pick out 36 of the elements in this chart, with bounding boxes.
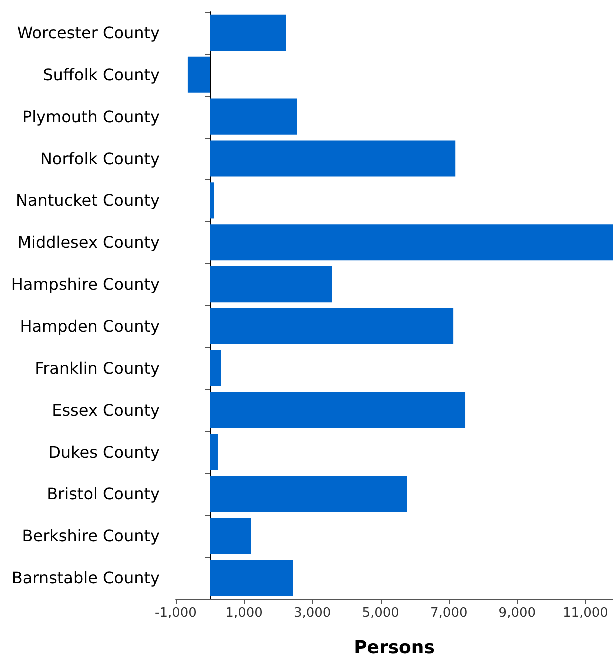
bar xyxy=(210,140,456,177)
x-axis-title: Persons xyxy=(354,638,435,658)
y-tick-label: Essex County xyxy=(52,400,160,420)
bar xyxy=(210,518,252,554)
y-tick-label: Nantucket County xyxy=(16,191,160,210)
bar xyxy=(210,266,332,303)
bar xyxy=(210,182,214,219)
x-tick-label: 1,000 xyxy=(226,606,263,621)
y-tick-label: Dukes County xyxy=(48,442,160,462)
y-tick-label: Plymouth County xyxy=(22,107,160,126)
bar xyxy=(210,308,454,344)
bar xyxy=(210,434,218,470)
y-tick-label: Barnstable County xyxy=(12,568,160,588)
y-tick-label: Middlesex County xyxy=(18,233,160,252)
y-tick-label: Berkshire County xyxy=(22,526,160,546)
bar xyxy=(210,476,408,512)
y-tick-label: Hampshire County xyxy=(11,275,160,294)
y-tick-label: Franklin County xyxy=(35,358,160,378)
y-tick-label: Hampden County xyxy=(20,316,160,336)
bar xyxy=(210,392,466,428)
x-tick-label: 7,000 xyxy=(430,606,468,621)
bar xyxy=(210,98,298,135)
x-tick-label: 9,000 xyxy=(498,606,536,621)
bar xyxy=(210,14,286,51)
y-tick-label: Norfolk County xyxy=(40,149,160,168)
y-tick-label: Suffolk County xyxy=(43,65,160,84)
bar xyxy=(210,224,613,261)
x-tick-label: 5,000 xyxy=(362,606,400,621)
x-tick-label: -1,000 xyxy=(155,606,197,621)
bar xyxy=(210,560,294,596)
y-tick-label: Worcester County xyxy=(17,23,160,42)
y-tick-label: Bristol County xyxy=(47,484,160,504)
x-tick-label: 3,000 xyxy=(294,606,332,621)
x-tick-label: 11,000 xyxy=(562,606,608,621)
bar xyxy=(188,56,210,93)
bar xyxy=(210,350,222,386)
